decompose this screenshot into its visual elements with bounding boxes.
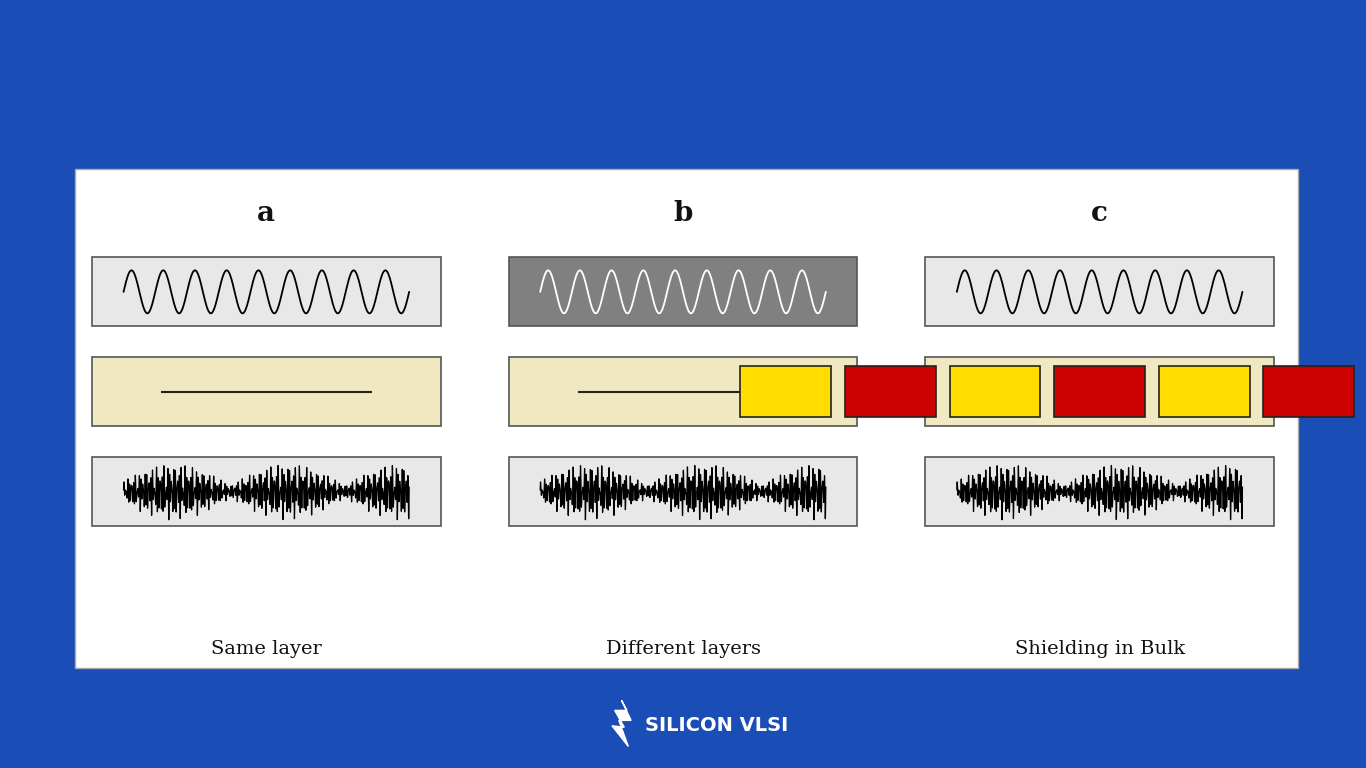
FancyBboxPatch shape [75,169,1298,668]
Bar [93,357,440,426]
Bar [1158,366,1250,417]
Bar [926,257,1274,326]
Polygon shape [612,700,631,746]
Bar [740,366,832,417]
Bar [926,457,1274,526]
Bar [508,257,858,326]
Text: c: c [1091,200,1108,227]
Text: Different layers: Different layers [605,640,761,658]
Bar [508,457,858,526]
Bar [508,357,858,426]
Text: Shielding in Bulk: Shielding in Bulk [1015,640,1184,658]
Bar [93,457,440,526]
Text: a: a [257,200,276,227]
Bar [926,357,1274,426]
Bar [1055,366,1145,417]
Bar [93,257,440,326]
Text: b: b [673,200,693,227]
Text: SILICON VLSI: SILICON VLSI [645,717,788,735]
Bar [949,366,1041,417]
Bar [1264,366,1354,417]
Bar [846,366,936,417]
Text: Same layer: Same layer [210,640,322,658]
